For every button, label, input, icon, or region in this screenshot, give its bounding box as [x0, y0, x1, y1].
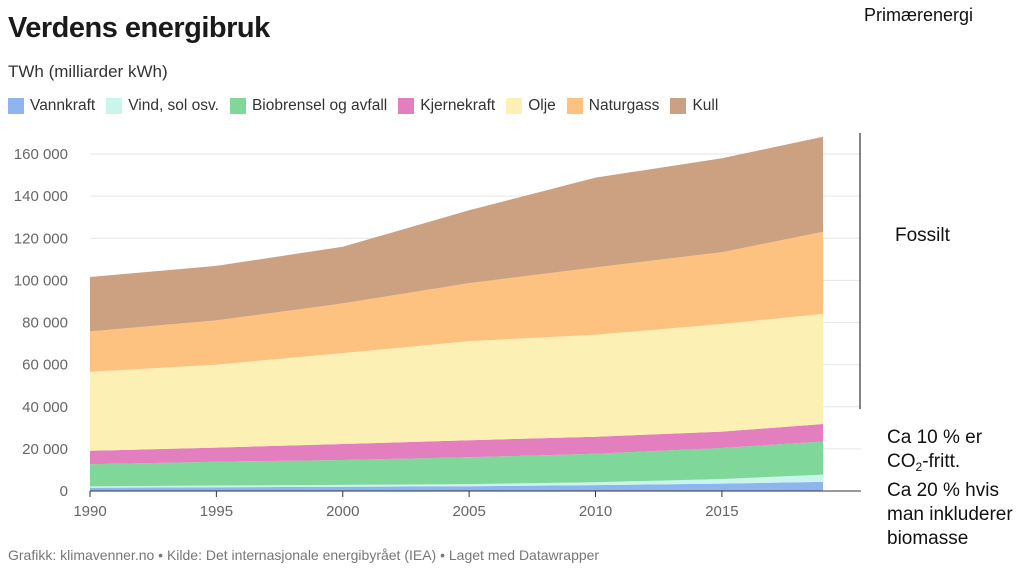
x-tick-label: 1990: [73, 503, 106, 520]
area-naturgass: [90, 231, 823, 372]
legend-label: Vind, sol osv.: [128, 97, 219, 114]
legend-item-kull: Kull: [670, 97, 718, 115]
y-tick-label: 160 000: [14, 146, 68, 163]
annotation-co2: CO: [887, 451, 916, 472]
legend-swatch: [670, 98, 687, 114]
annotation-line: Ca 20 % hvis: [887, 480, 999, 501]
annotation-line: CO2-fritt.: [887, 450, 1013, 479]
legend-label: Kjernekraft: [420, 97, 496, 114]
legend-item-olje: Olje: [506, 97, 556, 115]
y-tick-label: 140 000: [14, 188, 68, 205]
annotation-line: Ca 10 % er: [887, 427, 983, 448]
y-tick-label: 20 000: [22, 441, 68, 458]
legend: Vannkraft Vind, sol osv. Biobrensel og a…: [8, 97, 729, 115]
chart-subtitle: TWh (milliarder kWh): [8, 62, 168, 81]
annotation-fritt: -fritt.: [922, 451, 961, 472]
annotation-line: biomasse: [887, 528, 969, 549]
x-tick-label: 2005: [452, 503, 485, 520]
legend-swatch: [106, 98, 123, 114]
legend-swatch: [566, 98, 583, 114]
legend-item-vannkraft: Vannkraft: [8, 97, 95, 115]
area-kull: [90, 136, 823, 332]
legend-swatch: [229, 98, 246, 114]
area-vind-sol-osv-: [90, 474, 823, 488]
legend-label: Kull: [692, 97, 719, 114]
area-kjernekraft: [90, 424, 823, 465]
annotation-primary-energy: Primærenergi: [864, 5, 974, 25]
source-credit: Grafikk: klimavenner.no • Kilde: Det int…: [8, 547, 600, 563]
annotation-co2-subscript: 2: [915, 460, 923, 474]
legend-swatch: [398, 98, 415, 114]
y-tick-label: 100 000: [14, 272, 68, 289]
legend-label: Olje: [528, 97, 556, 114]
chart-title: Verdens energibruk: [8, 12, 270, 44]
area-vannkraft: [90, 481, 823, 491]
annotation-line: man inkluderer: [887, 504, 1013, 525]
area-biobrensel-og-avfall: [90, 441, 823, 487]
y-tick-label: 80 000: [22, 315, 68, 332]
annotation-co2-free: Ca 10 % er CO2-fritt. Ca 20 % hvis man i…: [887, 426, 1013, 551]
axes: 0 20 000 40 000 60 000 80 000 100 000 120 000 1…: [14, 146, 861, 520]
legend-swatch: [506, 98, 523, 114]
y-tick-label: 40 000: [22, 399, 68, 416]
x-tick-label: 2010: [579, 503, 612, 520]
area-series: [90, 136, 823, 491]
legend-label: Biobrensel og avfall: [251, 97, 388, 114]
legend-label: Vannkraft: [30, 97, 96, 114]
x-tick-label: 2000: [326, 503, 359, 520]
y-tick-label: 60 000: [22, 357, 68, 374]
x-tick-label: 1995: [200, 503, 233, 520]
legend-label: Naturgass: [588, 97, 660, 114]
y-tick-label: 120 000: [14, 230, 68, 247]
area-olje: [90, 313, 823, 451]
legend-item-kjernekraft: Kjernekraft: [398, 97, 495, 115]
x-tick-label: 2015: [705, 503, 738, 520]
legend-swatch: [8, 98, 24, 114]
legend-item-vind-sol: Vind, sol osv.: [106, 97, 219, 115]
legend-item-biobrensel: Biobrensel og avfall: [229, 97, 388, 115]
annotation-fossil: Fossilt: [895, 225, 950, 246]
y-tick-label: 0: [60, 483, 68, 500]
legend-item-naturgass: Naturgass: [566, 97, 660, 115]
